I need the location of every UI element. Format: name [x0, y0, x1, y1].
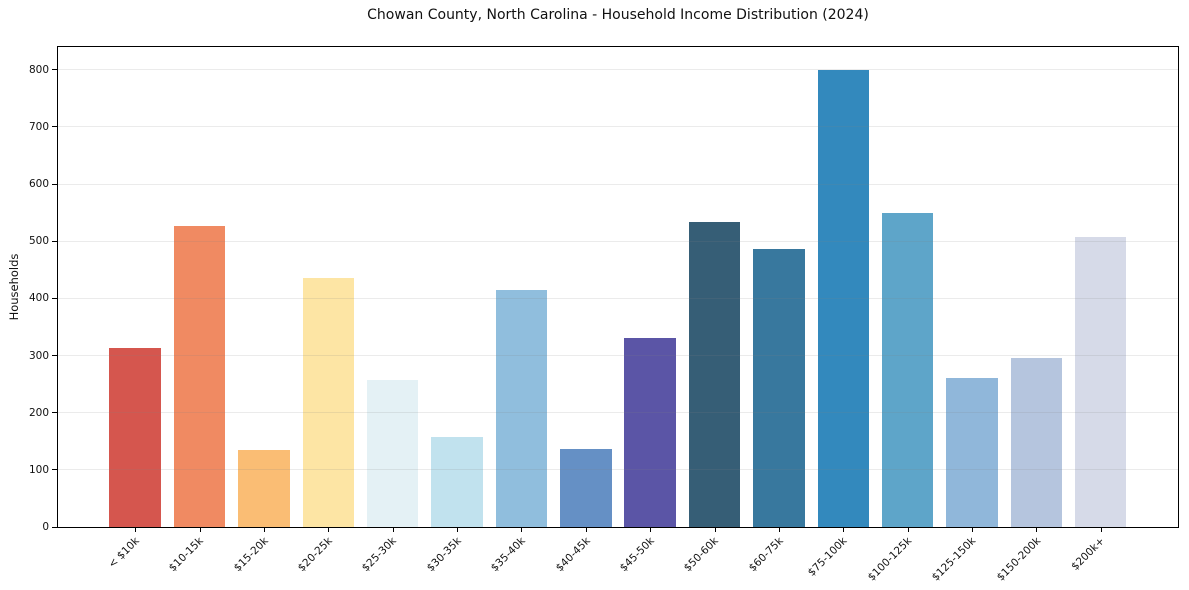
- x-tick-label-text: $20-25k: [295, 535, 335, 575]
- bar-12: [817, 70, 870, 527]
- x-tick: [972, 527, 974, 532]
- bar-6: [431, 437, 483, 527]
- x-tick: [778, 527, 780, 532]
- x-tick: [714, 527, 716, 532]
- x-tick: [650, 527, 652, 532]
- x-tick-label-text: $150-200k: [994, 535, 1043, 584]
- y-tick: [52, 240, 57, 242]
- y-tick-label: 300: [28, 349, 49, 362]
- x-tick-label-text: $200k+: [1069, 535, 1108, 573]
- bar-2: [173, 226, 226, 527]
- bar-14: [946, 377, 998, 527]
- x-tick-label-text: $50-60k: [681, 535, 722, 575]
- bar-1: [109, 347, 161, 527]
- bar-11: [753, 249, 805, 527]
- x-tick-label-text: $125-150k: [929, 535, 979, 584]
- y-tick-label: 800: [28, 63, 49, 76]
- x-tick-label-text: $30-35k: [424, 535, 464, 575]
- gridline: [58, 183, 1178, 185]
- x-tick-label-text: $25-30k: [360, 535, 400, 575]
- y-tick: [52, 183, 57, 185]
- bar-15: [1010, 358, 1063, 527]
- gridline: [58, 240, 1178, 242]
- x-tick: [135, 527, 137, 532]
- y-tick: [52, 526, 57, 528]
- y-tick: [52, 355, 57, 357]
- gridline: [58, 297, 1178, 299]
- chart-title: Chowan County, North Carolina - Househol…: [367, 7, 869, 23]
- bar-16: [1075, 237, 1127, 527]
- x-tick-label-text: $45-50k: [617, 535, 657, 575]
- x-tick: [1036, 527, 1038, 532]
- y-tick-label: 500: [28, 235, 49, 248]
- x-tick-label-text: $35-40k: [488, 535, 528, 575]
- x-tick-label-text: $60-75k: [746, 535, 786, 575]
- x-tick-label-text: $15-20k: [231, 535, 271, 575]
- x-tick: [907, 527, 909, 532]
- bar-9: [624, 338, 676, 527]
- bar-5: [366, 379, 419, 527]
- x-tick: [585, 527, 587, 532]
- x-tick: [457, 527, 459, 532]
- gridline: [58, 355, 1178, 357]
- y-tick-label: 0: [42, 521, 49, 533]
- y-axis-label: Households: [7, 253, 21, 321]
- y-tick-label: 700: [28, 120, 49, 133]
- bar-8: [560, 449, 612, 527]
- x-tick: [843, 527, 845, 532]
- gridline: [58, 126, 1178, 128]
- y-tick-label: 600: [28, 178, 49, 191]
- gridline: [58, 469, 1178, 471]
- x-tick-label-text: $40-45k: [553, 535, 593, 575]
- y-tick-label: 200: [28, 406, 49, 419]
- bar-7: [495, 290, 548, 527]
- x-tick-label-text: < $10k: [106, 535, 142, 571]
- plot-area: < $10k $10-15k $15-20k $20-25k $25-30k $30-35…: [29, 46, 1179, 584]
- bar-13: [881, 213, 934, 527]
- x-tick-label-text: $75-100k: [805, 535, 850, 579]
- y-tick: [52, 297, 57, 299]
- x-tick: [328, 527, 330, 532]
- x-tick-label-text: $10-15k: [166, 535, 207, 575]
- bar-4: [302, 278, 355, 527]
- bar-10: [688, 221, 741, 527]
- y-tick: [52, 69, 57, 71]
- y-tick-label: 400: [28, 292, 49, 305]
- x-tick: [392, 527, 394, 532]
- x-tick: [1100, 527, 1102, 532]
- x-tick: [521, 527, 523, 532]
- bar-3: [238, 450, 290, 527]
- x-tick: [199, 527, 201, 532]
- y-tick: [52, 469, 57, 471]
- x-tick-label-text: $100-125k: [865, 535, 915, 584]
- gridline: [58, 412, 1178, 414]
- gridline: [58, 69, 1178, 71]
- x-tick: [263, 527, 265, 532]
- y-tick: [52, 126, 57, 128]
- y-tick-label: 100: [28, 463, 49, 476]
- y-tick: [52, 412, 57, 414]
